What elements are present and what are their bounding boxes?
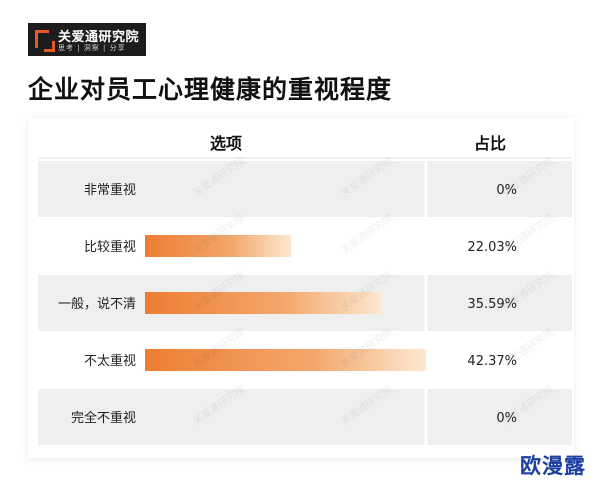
logo-slogan: 思考 | 洞察 | 分享	[58, 44, 126, 52]
category-label: 一般，说不清	[58, 296, 136, 312]
corner-watermark: 欧漫露	[520, 454, 586, 478]
watermark-text: 关爱通研究院	[499, 211, 556, 256]
bar	[145, 349, 426, 371]
row-band	[38, 389, 572, 445]
bar	[145, 235, 292, 257]
table-row: 比较重视 22.03%	[84, 218, 517, 274]
table-row: 完全不重视 0%	[38, 389, 572, 445]
bar	[145, 292, 382, 314]
logo: 关爱通研究院 思考 | 洞察 | 分享	[28, 23, 146, 56]
column-header-option: 选项	[210, 134, 243, 153]
logo-bracket-icon	[35, 30, 55, 52]
value-label: 0%	[496, 411, 517, 426]
value-label: 42.37%	[467, 354, 517, 369]
value-label: 35.59%	[467, 297, 517, 312]
table-rows: 非常重视 0% 比较重视 22.03% 一般，说不清 35.59% 不太重视 42.37% 完全…	[38, 157, 572, 445]
category-label: 比较重视	[84, 239, 136, 255]
watermark-text: 关爱通研究院	[338, 211, 395, 256]
page-title: 企业对员工心理健康的重视程度	[28, 75, 393, 104]
watermark-text: 关爱通研究院	[499, 325, 556, 370]
category-label: 完全不重视	[71, 410, 136, 426]
row-band	[38, 161, 572, 217]
table-row: 非常重视 0%	[38, 161, 572, 217]
table-row: 不太重视 42.37%	[84, 332, 517, 388]
table-row: 一般，说不清 35.59%	[38, 275, 572, 331]
category-label: 非常重视	[84, 182, 136, 198]
value-label: 22.03%	[467, 240, 517, 255]
category-label: 不太重视	[84, 353, 136, 369]
value-label: 0%	[496, 183, 517, 198]
logo-name: 关爱通研究院	[58, 30, 140, 45]
column-header-ratio: 占比	[474, 134, 507, 153]
